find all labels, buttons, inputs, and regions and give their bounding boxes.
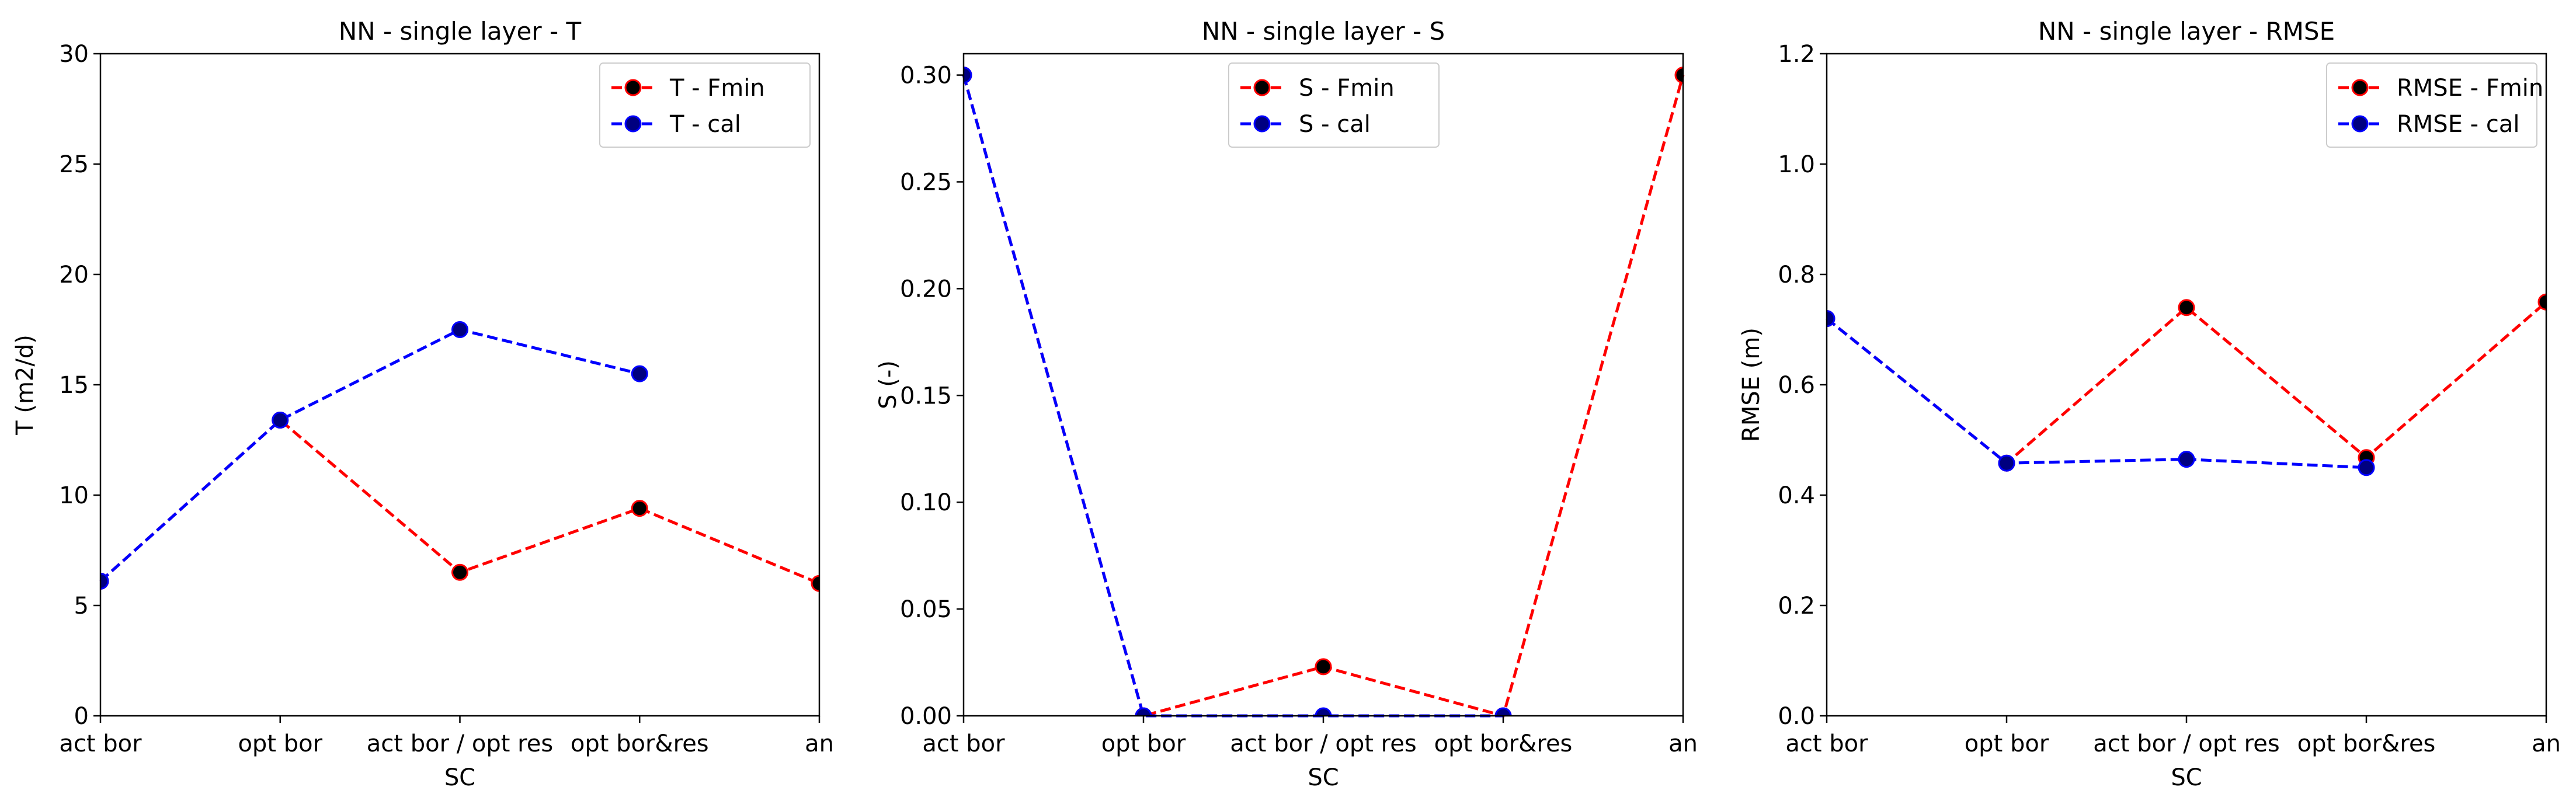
x-tick-label: act bor / opt res — [2093, 730, 2279, 757]
chart-title: NN - single layer - T — [339, 17, 582, 46]
axes-frame — [1826, 53, 2547, 717]
axes-frame — [962, 53, 1684, 717]
x-axis-label: SC — [1308, 764, 1339, 791]
series-line-2 — [99, 328, 640, 583]
y-tick-label: 20 — [59, 262, 89, 288]
subplot-3: NN - single layer - RMSE 0.0 0.2 0.4 0.6 0.8 1… — [1738, 17, 2561, 791]
series-line-1 — [962, 74, 1685, 718]
chart-title: NN - single layer - RMSE — [2038, 17, 2335, 46]
legend: RMSE - Fmin RMSE - cal — [2326, 62, 2543, 148]
x-tick-label: an — [805, 730, 834, 757]
x-tick-label: opt bor&res — [2297, 730, 2436, 757]
legend-label-1: S - Fmin — [1299, 75, 1395, 102]
y-tick-label: 0.30 — [900, 62, 952, 89]
legend-marker-2 — [1253, 115, 1271, 133]
legend-box — [599, 62, 811, 148]
x-tick-label: act bor / opt res — [367, 730, 553, 757]
data-point-s1-3 — [451, 563, 468, 581]
legend-box — [1228, 62, 1440, 148]
data-point-s2-3 — [1315, 707, 1332, 716]
y-tick-label: 0 — [74, 703, 89, 730]
legend-label-1: T - Fmin — [669, 75, 765, 102]
data-point-s2-2 — [272, 411, 289, 429]
y-tick-label: 0.15 — [900, 382, 952, 409]
y-tick-label: 0.10 — [900, 489, 952, 516]
legend-marker-1 — [2351, 79, 2369, 96]
y-tick-label: 0.8 — [1778, 262, 1815, 288]
x-axis-label: SC — [444, 764, 475, 791]
legend-marker-2 — [2351, 115, 2369, 133]
series-line-2 — [962, 74, 1503, 718]
legend-label-2: S - cal — [1299, 111, 1371, 138]
data-point-s2-4 — [2358, 459, 2375, 476]
data-point-s2-1 — [964, 67, 972, 84]
legend-label-2: RMSE - cal — [2397, 111, 2519, 138]
legend-marker-1 — [1253, 79, 1271, 96]
x-tick-label: an — [2532, 730, 2561, 757]
legend-label-1: RMSE - Fmin — [2397, 75, 2543, 102]
y-tick-label: 0.25 — [900, 169, 952, 196]
x-tick-label: opt bor — [1965, 730, 2049, 757]
series-line-1 — [1826, 301, 2547, 465]
data-point-s2-2 — [1998, 454, 2015, 472]
x-tick-label: opt bor&res — [1434, 730, 1573, 757]
x-tick-label: opt bor — [238, 730, 322, 757]
markers — [100, 321, 819, 592]
y-axis-label: S (-) — [875, 360, 902, 409]
data-point-s1-3 — [1315, 658, 1332, 676]
data-point-s1-5 — [1674, 67, 1683, 84]
y-tick-label: 0.05 — [900, 596, 952, 623]
axes-frame — [99, 53, 821, 717]
legend-marker-2 — [624, 115, 642, 133]
y-axis-label: RMSE (m) — [1738, 328, 1765, 442]
y-tick-label: 0.6 — [1778, 372, 1815, 399]
y-tick-label: 1.0 — [1778, 151, 1815, 178]
data-point-s1-4 — [631, 500, 648, 517]
legend-marker-1 — [624, 79, 642, 96]
data-point-s1-5 — [2537, 293, 2546, 311]
series-line-2 — [1826, 317, 2367, 469]
chart-title: NN - single layer - S — [1202, 17, 1445, 46]
y-tick-label: 5 — [74, 593, 89, 619]
x-tick-label: act bor — [1785, 730, 1868, 757]
subplot-1: NN - single layer - T 0 5 10 15 20 25 30 act bor… — [12, 17, 834, 791]
x-tick-label: opt bor — [1101, 730, 1186, 757]
y-tick-label: 30 — [59, 41, 89, 68]
legend: T - Fmin T - cal — [599, 62, 811, 148]
legend-label-2: T - cal — [669, 111, 741, 138]
data-point-s1-3 — [2178, 299, 2195, 316]
x-tick-label: an — [1668, 730, 1698, 757]
y-tick-label: 10 — [59, 482, 89, 509]
subplot-2: NN - single layer - S 0.00 0.05 0.10 0.15 0.2… — [875, 17, 1698, 791]
y-tick-label: 1.2 — [1778, 41, 1815, 68]
data-point-s2-1 — [1827, 310, 1835, 328]
markers — [1827, 293, 2546, 476]
data-point-s2-3 — [2178, 451, 2195, 468]
y-tick-label: 0.0 — [1778, 703, 1815, 730]
x-axis-label: SC — [2171, 764, 2202, 791]
series-line-1 — [99, 418, 820, 585]
data-point-s2-1 — [100, 572, 109, 590]
data-point-s1-5 — [811, 575, 819, 592]
x-tick-label: act bor — [922, 730, 1005, 757]
data-point-s2-2 — [1135, 707, 1152, 716]
data-point-s2-4 — [631, 365, 648, 382]
data-point-s2-3 — [451, 321, 468, 338]
y-tick-label: 25 — [59, 151, 89, 178]
x-tick-label: act bor — [59, 730, 142, 757]
legend-box — [2326, 62, 2537, 148]
markers — [964, 67, 1683, 716]
y-tick-label: 0.00 — [900, 703, 952, 730]
y-tick-label: 0.20 — [900, 276, 952, 302]
data-point-s2-4 — [1494, 707, 1512, 716]
x-tick-label: opt bor&res — [571, 730, 709, 757]
y-axis-label: T (m2/d) — [12, 335, 39, 436]
y-tick-label: 0.2 — [1778, 593, 1815, 619]
y-tick-label: 15 — [59, 372, 89, 399]
x-tick-label: act bor / opt res — [1230, 730, 1416, 757]
y-tick-label: 0.4 — [1778, 482, 1815, 509]
legend: S - Fmin S - cal — [1228, 62, 1440, 148]
